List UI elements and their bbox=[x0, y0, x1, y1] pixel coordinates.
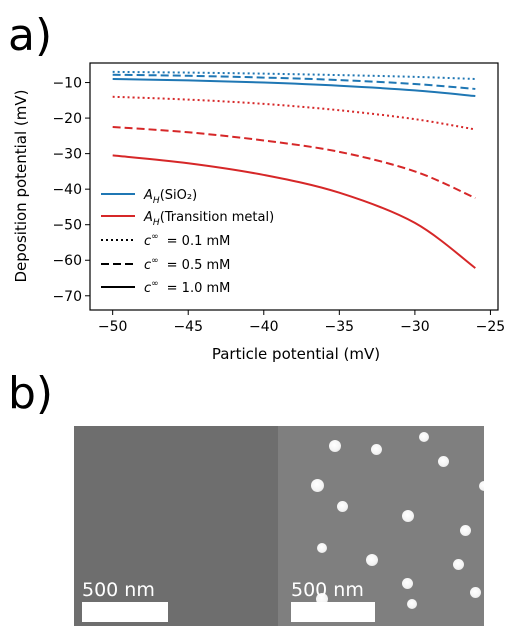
y-tick-label: −70 bbox=[52, 289, 82, 305]
nanoparticle bbox=[370, 443, 382, 455]
nanoparticle bbox=[317, 543, 327, 553]
y-tick-label: −30 bbox=[52, 147, 82, 163]
series-line-3 bbox=[112, 95, 476, 131]
nanoparticle bbox=[452, 558, 464, 570]
y-tick-label: −50 bbox=[52, 218, 82, 234]
nanoparticle bbox=[459, 524, 471, 536]
x-tick-label: −45 bbox=[173, 319, 203, 335]
legend-entry-concentration: c∞ = 0.5 mM bbox=[144, 256, 230, 273]
series-layer bbox=[112, 70, 476, 269]
x-tick-label: −35 bbox=[325, 319, 355, 335]
x-tick-label: −25 bbox=[476, 319, 506, 335]
x-axis-label: Particle potential (mV) bbox=[212, 345, 380, 363]
nanoparticle bbox=[401, 577, 413, 589]
y-tick-label: −60 bbox=[52, 253, 82, 269]
y-tick-label: −20 bbox=[52, 111, 82, 127]
y-axis-label: Deposition potential (mV) bbox=[12, 89, 30, 282]
nanoparticle bbox=[479, 481, 484, 491]
legend: AH(SiO₂) AH(Transition metal) c∞ = 0.1 mM c∞… bbox=[101, 188, 274, 296]
nanoparticle bbox=[336, 500, 348, 512]
nanoparticle bbox=[329, 440, 341, 452]
nanoparticle bbox=[407, 599, 417, 609]
x-tick-label: −30 bbox=[400, 319, 430, 335]
panel-a-label: a) bbox=[8, 10, 53, 61]
panel-b-label: b) bbox=[8, 368, 54, 419]
axes-layer: −50 −45 −40 −35 −30 −25 −10 −20 −30 −40 −50 −60 −70 bbox=[52, 62, 506, 335]
y-tick-label: −40 bbox=[52, 182, 82, 198]
sem-image-bare: 500 nm bbox=[74, 426, 278, 626]
nanoparticle bbox=[366, 554, 378, 566]
nanoparticle bbox=[419, 432, 429, 442]
scale-bar-label: 500 nm bbox=[291, 579, 364, 601]
plot-frame bbox=[89, 62, 499, 311]
x-tick-label: −50 bbox=[98, 319, 128, 335]
deposition-potential-chart: −50 −45 −40 −35 −30 −25−10−20−30−40−50−60−70 … bbox=[12, 62, 506, 363]
scale-bar bbox=[291, 602, 375, 622]
y-tick-label: −10 bbox=[52, 76, 82, 92]
nanoparticle bbox=[310, 478, 324, 492]
series-line-2 bbox=[112, 77, 476, 98]
series-line-4 bbox=[112, 125, 476, 199]
legend-entry-material: AH(SiO₂) bbox=[143, 188, 197, 206]
nanoparticle bbox=[402, 510, 414, 522]
legend-entry-concentration: c∞ = 1.0 mM bbox=[144, 279, 230, 296]
nanoparticle bbox=[437, 455, 449, 467]
scale-bar bbox=[82, 602, 168, 622]
series-line-1 bbox=[112, 73, 476, 90]
series-line-0 bbox=[112, 70, 476, 80]
scale-bar-label: 500 nm bbox=[82, 579, 155, 601]
x-tick-label: −40 bbox=[249, 319, 279, 335]
sem-image-with-particles: 500 nm bbox=[278, 426, 484, 626]
series-line-5 bbox=[112, 154, 476, 269]
legend-entry-material: AH(Transition metal) bbox=[143, 210, 274, 228]
legend-entry-concentration: c∞ = 0.1 mM bbox=[144, 232, 230, 249]
nanoparticle bbox=[469, 586, 481, 598]
